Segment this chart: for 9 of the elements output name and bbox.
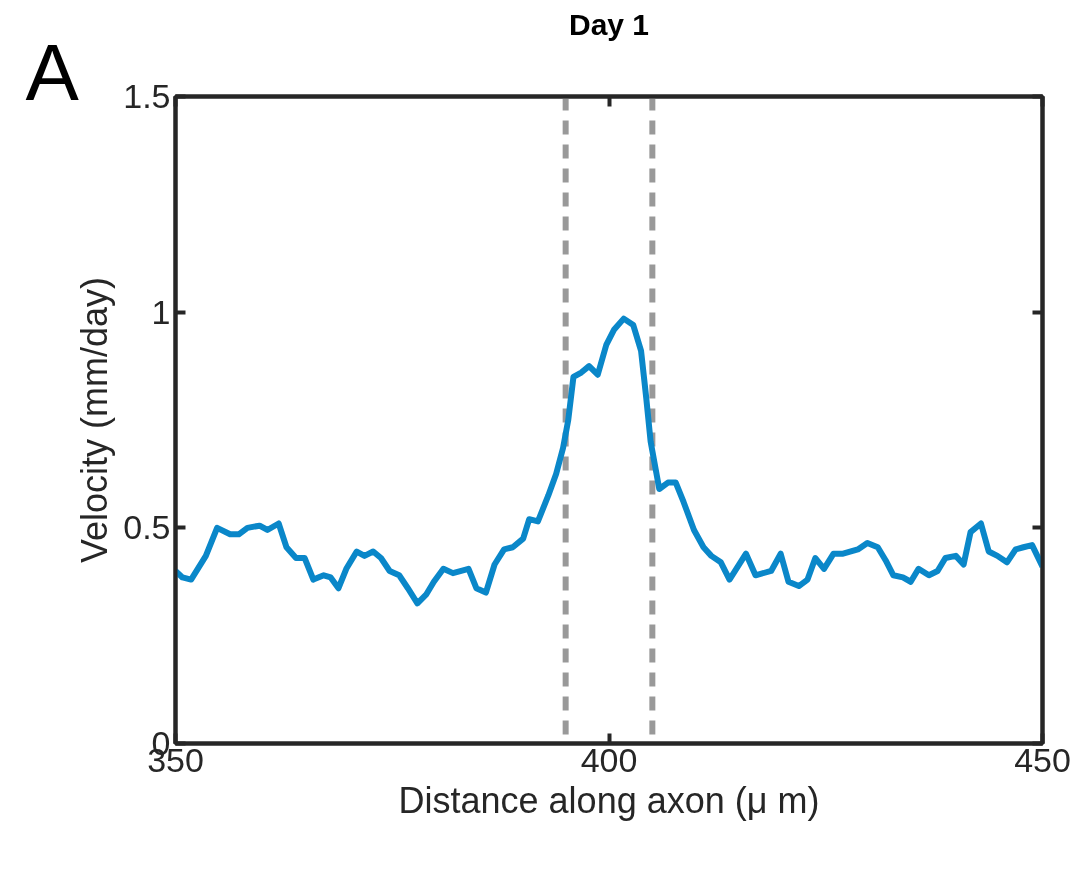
y-tick-label: 0.5 bbox=[123, 508, 171, 547]
x-tick-label: 400 bbox=[580, 740, 638, 779]
text: A bbox=[25, 27, 80, 117]
y-axis-title: Velocity (mm/day) bbox=[74, 276, 116, 564]
x-axis-title: Distance along axon (μ m) bbox=[398, 779, 820, 821]
x-tick-label: 450 bbox=[1014, 740, 1071, 779]
y-tick-label: 1.5 bbox=[123, 77, 171, 115]
chart-title: Day 1 bbox=[568, 7, 650, 41]
y-tick-label: 1 bbox=[151, 292, 171, 331]
